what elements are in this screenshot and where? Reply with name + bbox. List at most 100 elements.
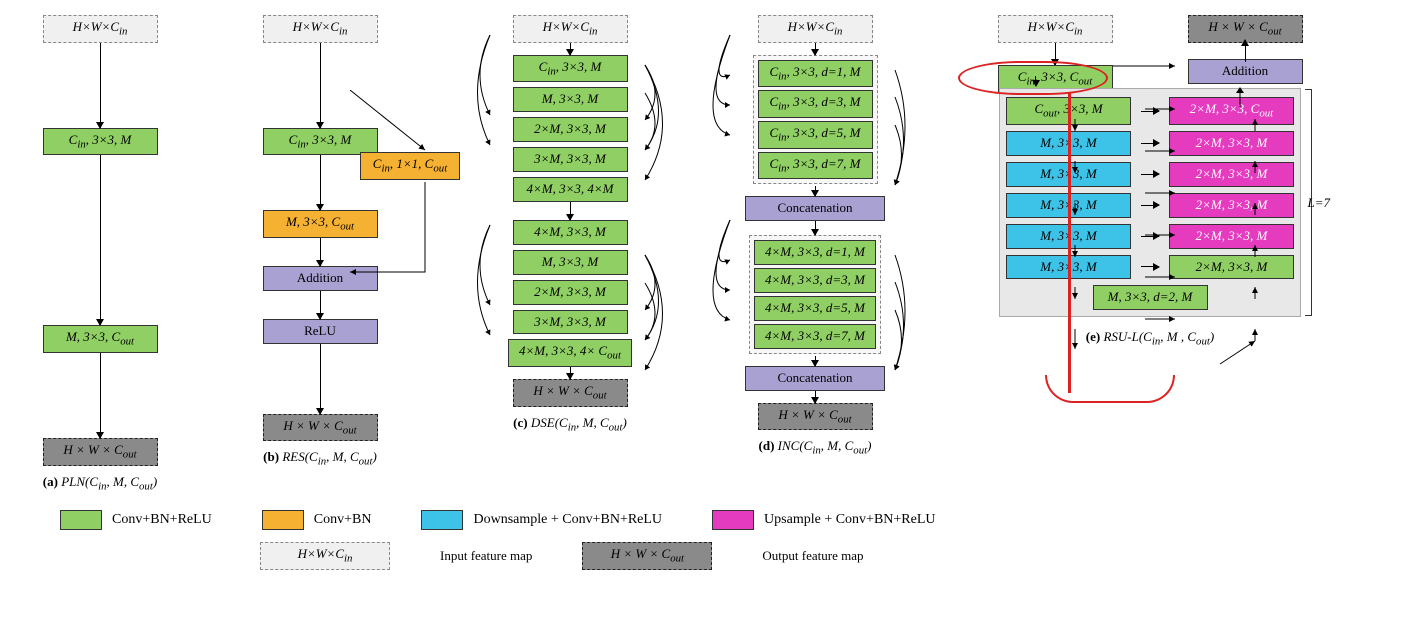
inc-concat-2: Concatenation — [745, 366, 885, 391]
pln-caption: (a) PLN(Cin, M, Cout) — [43, 474, 157, 493]
rsu-left-block: M, 3×3, M — [1006, 255, 1131, 280]
arrow — [1245, 40, 1246, 62]
res-input: H×W×Cin — [263, 15, 378, 43]
rsu-panel: Cout, 3×3, M2×M, 3×3, CoutM, 3×3, M2×M, … — [999, 88, 1301, 317]
res-addition: Addition — [263, 266, 378, 291]
rsu-bottom-block: M, 3×3, d=2, M — [1093, 285, 1208, 310]
legend-input-block: H×W×Cin — [260, 542, 390, 570]
swatch-pink — [712, 510, 754, 530]
arrow — [320, 344, 321, 414]
res-main-1: M, 3×3, Cout — [263, 210, 378, 238]
swatch-orange — [262, 510, 304, 530]
rsu-right-block: 2×M, 3×3, M — [1169, 255, 1294, 280]
arrow — [1035, 76, 1036, 86]
dse-s1-4: 4×M, 3×3, 4×M — [513, 177, 628, 202]
rsu-left-block: M, 3×3, M — [1006, 131, 1131, 156]
inc-g2-3: 4×M, 3×3, d=7, M — [754, 324, 876, 349]
inc-g1-3: Cin, 3×3, d=7, M — [758, 152, 873, 180]
inc-concat-1: Concatenation — [745, 196, 885, 221]
legend-output-label: Output feature map — [762, 548, 863, 564]
dse-s2-3: 3×M, 3×3, M — [513, 310, 628, 335]
arrow — [320, 155, 321, 210]
arrow — [570, 202, 571, 220]
rsu-input: H×W×Cin — [998, 15, 1113, 43]
swatch-green — [60, 510, 102, 530]
legend-output-block: H × W × Cout — [582, 542, 712, 570]
inc-g2-1: 4×M, 3×3, d=3, M — [754, 268, 876, 293]
rsu-pink-to-add — [950, 87, 1350, 107]
arrow — [100, 353, 101, 438]
arrow — [100, 155, 101, 325]
rsu-right-block: 2×M, 3×3, M — [1169, 162, 1294, 187]
pln-block-1: M, 3×3, Cout — [43, 325, 158, 353]
arrow — [815, 391, 816, 403]
arrow — [1141, 111, 1159, 112]
dse-caption: (c) DSE(Cin, M, Cout) — [513, 415, 627, 434]
pln-output: H × W × Cout — [43, 438, 158, 466]
rsu-left-block: M, 3×3, M — [1006, 162, 1131, 187]
rsu-L-label: L=7 — [1307, 195, 1330, 211]
red-u-annotation — [1045, 375, 1175, 403]
rsu-addition: Addition — [1188, 59, 1303, 84]
rsu-row: M, 3×3, M2×M, 3×3, M — [1006, 193, 1294, 218]
legend-cyan: Downsample + Conv+BN+ReLU — [421, 510, 662, 530]
pln-input: H×W×Cin — [43, 15, 158, 43]
legend-green: Conv+BN+ReLU — [60, 510, 212, 530]
rsu-row: M, 3×3, M 2×M, 3×3, M — [1006, 162, 1294, 187]
dse-s2-1: M, 3×3, M — [513, 250, 628, 275]
inc-caption: (d) INC(Cin, M, Cout) — [759, 438, 872, 457]
inc-g1-1: Cin, 3×3, d=3, M — [758, 90, 873, 118]
pln-block-0: Cin, 3×3, M — [43, 128, 158, 156]
rsu-row: M, 3×3, M 2×M, 3×3, M — [1006, 255, 1294, 280]
arrow — [320, 43, 321, 128]
rsu-left-block: M, 3×3, M — [1006, 224, 1131, 249]
inc-g1-0: Cin, 3×3, d=1, M — [758, 60, 873, 88]
arrow — [1141, 205, 1159, 206]
legend-input-label: Input feature map — [440, 548, 532, 564]
rsu-right-block: 2×M, 3×3, M — [1169, 131, 1294, 156]
rsu-right-block: 2×M, 3×3, M — [1169, 193, 1294, 218]
arrow — [1141, 236, 1159, 237]
dse-column: H×W×Cin Cin, 3×3, M M, 3×3, M 2×M, 3×3, … — [460, 15, 680, 433]
rsu-row: M, 3×3, M 2×M, 3×3, M — [1006, 224, 1294, 249]
swatch-cyan — [421, 510, 463, 530]
legend-row-1: Conv+BN+ReLU Conv+BN Downsample + Conv+B… — [20, 510, 1405, 530]
rsu-caption: (e) RSU-L(Cin, M , Cout) — [1086, 329, 1214, 348]
res-relu: ReLU — [263, 319, 378, 344]
arrow — [570, 43, 571, 55]
inc-column: H×W×Cin Cin, 3×3, d=1, M Cin, 3×3, d=3, … — [700, 15, 930, 457]
arrow — [320, 238, 321, 266]
res-output: H × W × Cout — [263, 414, 378, 442]
arrow — [1141, 174, 1159, 175]
arrow — [100, 43, 101, 128]
res-main-0: Cin, 3×3, M — [263, 128, 378, 156]
inc-input: H×W×Cin — [758, 15, 873, 43]
arrow — [815, 221, 816, 235]
dse-s1-3: 3×M, 3×3, M — [513, 147, 628, 172]
res-bypass-block: Cin, 1×1, Cout — [360, 152, 460, 180]
dse-s1-0: Cin, 3×3, M — [513, 55, 628, 83]
diagram-row: H×W×Cin Cin, 3×3, M M, 3×3, Cout H × W ×… — [20, 15, 1405, 492]
legend-orange: Conv+BN — [262, 510, 372, 530]
arrow — [1055, 43, 1056, 65]
arrow — [320, 291, 321, 319]
arrow — [1141, 143, 1159, 144]
arrow — [815, 186, 816, 196]
dse-s2-2: 2×M, 3×3, M — [513, 280, 628, 305]
rsu-column: H×W×Cin Cin, 3×3, Cout H × W × Cout Addi… — [950, 15, 1350, 348]
arrow — [570, 367, 571, 379]
inc-g2-2: 4×M, 3×3, d=5, M — [754, 296, 876, 321]
rsu-row: M, 3×3, M 2×M, 3×3, M — [1006, 131, 1294, 156]
arrow — [815, 356, 816, 366]
dse-s2-4: 4×M, 3×3, 4× Cout — [508, 339, 632, 367]
legend-pink: Upsample + Conv+BN+ReLU — [712, 510, 935, 530]
inc-g1-2: Cin, 3×3, d=5, M — [758, 121, 873, 149]
rsu-right-block: 2×M, 3×3, M — [1169, 224, 1294, 249]
inc-g2-0: 4×M, 3×3, d=1, M — [754, 240, 876, 265]
dse-s1-1: M, 3×3, M — [513, 87, 628, 112]
dse-s2-0: 4×M, 3×3, M — [513, 220, 628, 245]
arrow — [815, 43, 816, 55]
inc-group-1: Cin, 3×3, d=1, M Cin, 3×3, d=3, M Cin, 3… — [753, 55, 878, 185]
dse-input: H×W×Cin — [513, 15, 628, 43]
inc-output: H × W × Cout — [758, 403, 873, 431]
